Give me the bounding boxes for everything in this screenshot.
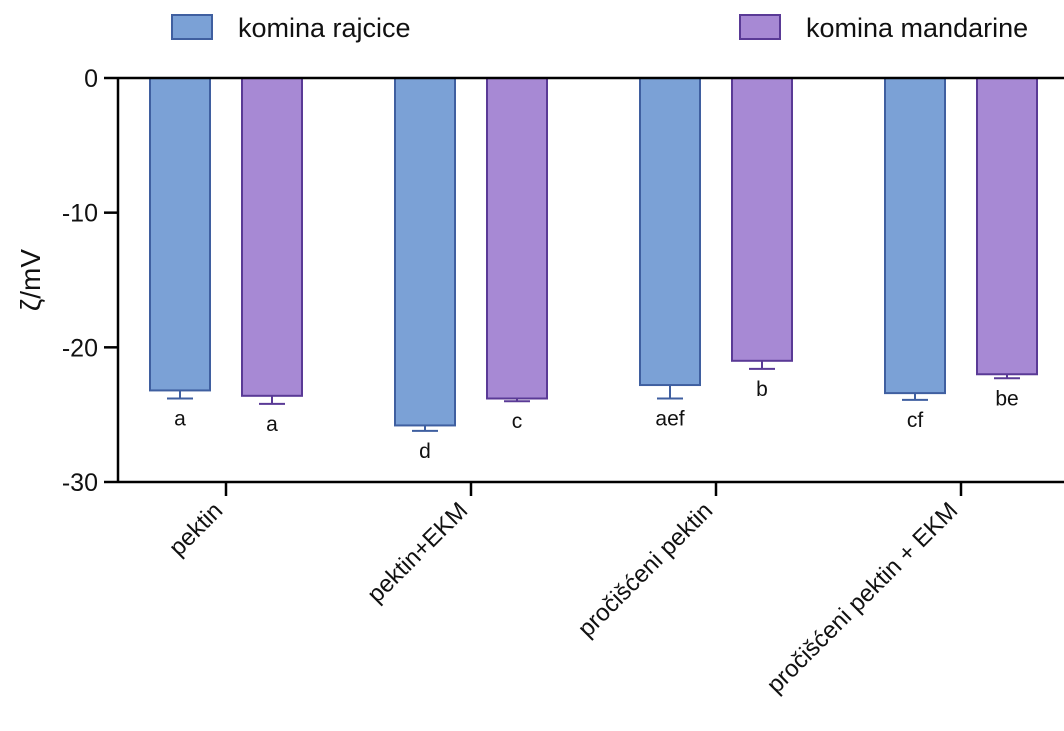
- significance-label: a: [266, 413, 278, 436]
- significance-label: a: [174, 408, 186, 431]
- y-tick-label: 0: [84, 65, 98, 93]
- bar-mandarine-1: [486, 77, 548, 400]
- significance-label: cf: [907, 409, 924, 432]
- y-tick-label: -20: [62, 334, 98, 362]
- x-category-label: pektin+EKM: [362, 497, 473, 608]
- x-category-label: pektin: [164, 497, 228, 561]
- bar-rajcice-2: [639, 77, 701, 387]
- legend-swatch-0: [171, 14, 213, 40]
- error-bars-group: [167, 360, 1020, 432]
- legend: komina rajcice komina mandarine: [171, 13, 1028, 43]
- x-category-label: pročišćeni pektin + EKM: [762, 497, 964, 699]
- bar-rajcice-3: [884, 77, 946, 395]
- bar-mandarine-0: [241, 77, 303, 397]
- significance-label: aef: [655, 408, 684, 431]
- significance-label: be: [995, 387, 1018, 410]
- y-axis-label: ζ/mV: [15, 249, 46, 311]
- bar-rajcice-0: [149, 77, 211, 392]
- y-tick-label: -10: [62, 200, 98, 228]
- bar-mandarine-2: [731, 77, 793, 362]
- y-tick-label: -30: [62, 469, 98, 497]
- legend-label-1: komina mandarine: [806, 13, 1028, 43]
- bar-rajcice-1: [394, 77, 456, 427]
- bars-group: [149, 77, 1038, 427]
- significance-label: c: [512, 410, 523, 433]
- legend-label-0: komina rajcice: [238, 13, 411, 43]
- bar-mandarine-3: [976, 77, 1038, 376]
- legend-swatch-1: [739, 14, 781, 40]
- labels-group: a d aef cf a c b be: [174, 378, 1019, 463]
- x-category-label: pročišćeni pektin: [573, 497, 718, 642]
- significance-label: b: [756, 378, 768, 401]
- significance-label: d: [419, 440, 431, 463]
